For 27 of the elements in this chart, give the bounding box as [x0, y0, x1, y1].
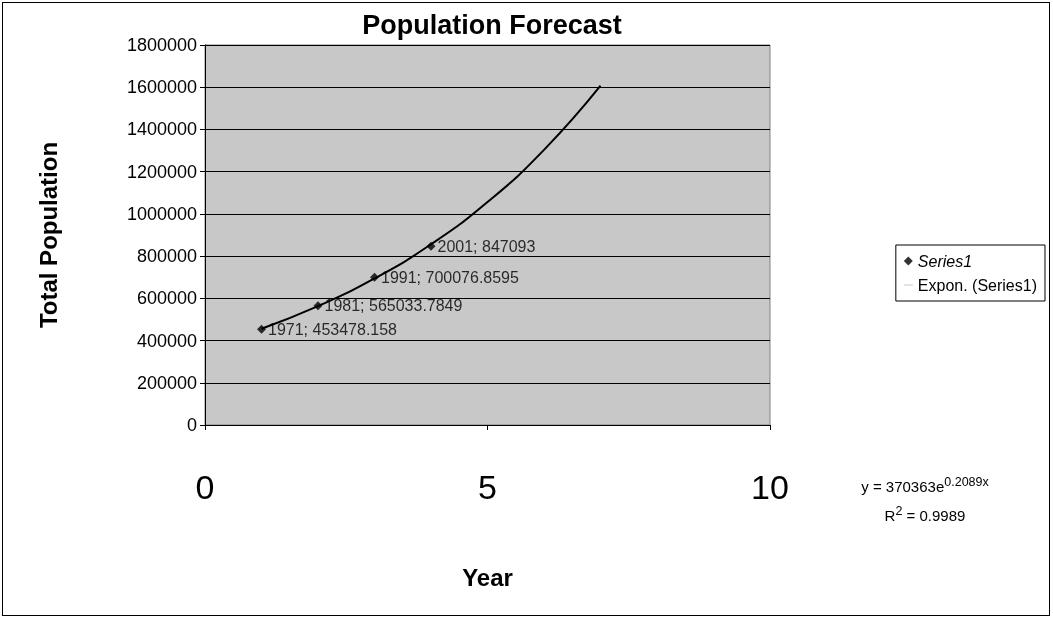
y-tick-label: 1000000	[126, 203, 197, 224]
text: y = 370363e$^{0.2089x}$	[860, 474, 990, 497]
x-axis-title: Year	[462, 563, 513, 591]
y-tick-label: 600000	[136, 288, 197, 309]
legend-label: Expon. (Series1)	[917, 276, 1038, 294]
y-tick-label: 0	[186, 415, 197, 435]
y-tick-label: 1200000	[126, 161, 197, 182]
y-tick-label: 200000	[136, 372, 197, 393]
data-label: 1971; 453478.158	[268, 320, 398, 338]
point	[257, 324, 266, 334]
y-tick-label: 1600000	[126, 77, 197, 98]
point	[370, 272, 379, 282]
data-label: 1981; 565033.7849	[324, 297, 463, 315]
text: R$^{2}$ = 0.9989	[883, 503, 967, 526]
y-tick-label: 400000	[136, 330, 197, 351]
point	[313, 301, 323, 311]
chart-title: Population Forecast	[362, 9, 622, 40]
point	[426, 241, 436, 251]
y-tick-label: 1400000	[126, 119, 197, 140]
y-tick-label: 800000	[136, 246, 197, 267]
data-label: 2001; 847093	[437, 237, 536, 255]
x-tick-label: 10	[751, 468, 789, 506]
legend-label: Series1	[917, 252, 973, 270]
x-tick-label: 5	[478, 468, 497, 506]
data-label: 1991; 700076.8595	[381, 268, 520, 286]
y-axis-title: Total Population	[34, 141, 62, 329]
y-tick-label: 1800000	[126, 35, 197, 55]
